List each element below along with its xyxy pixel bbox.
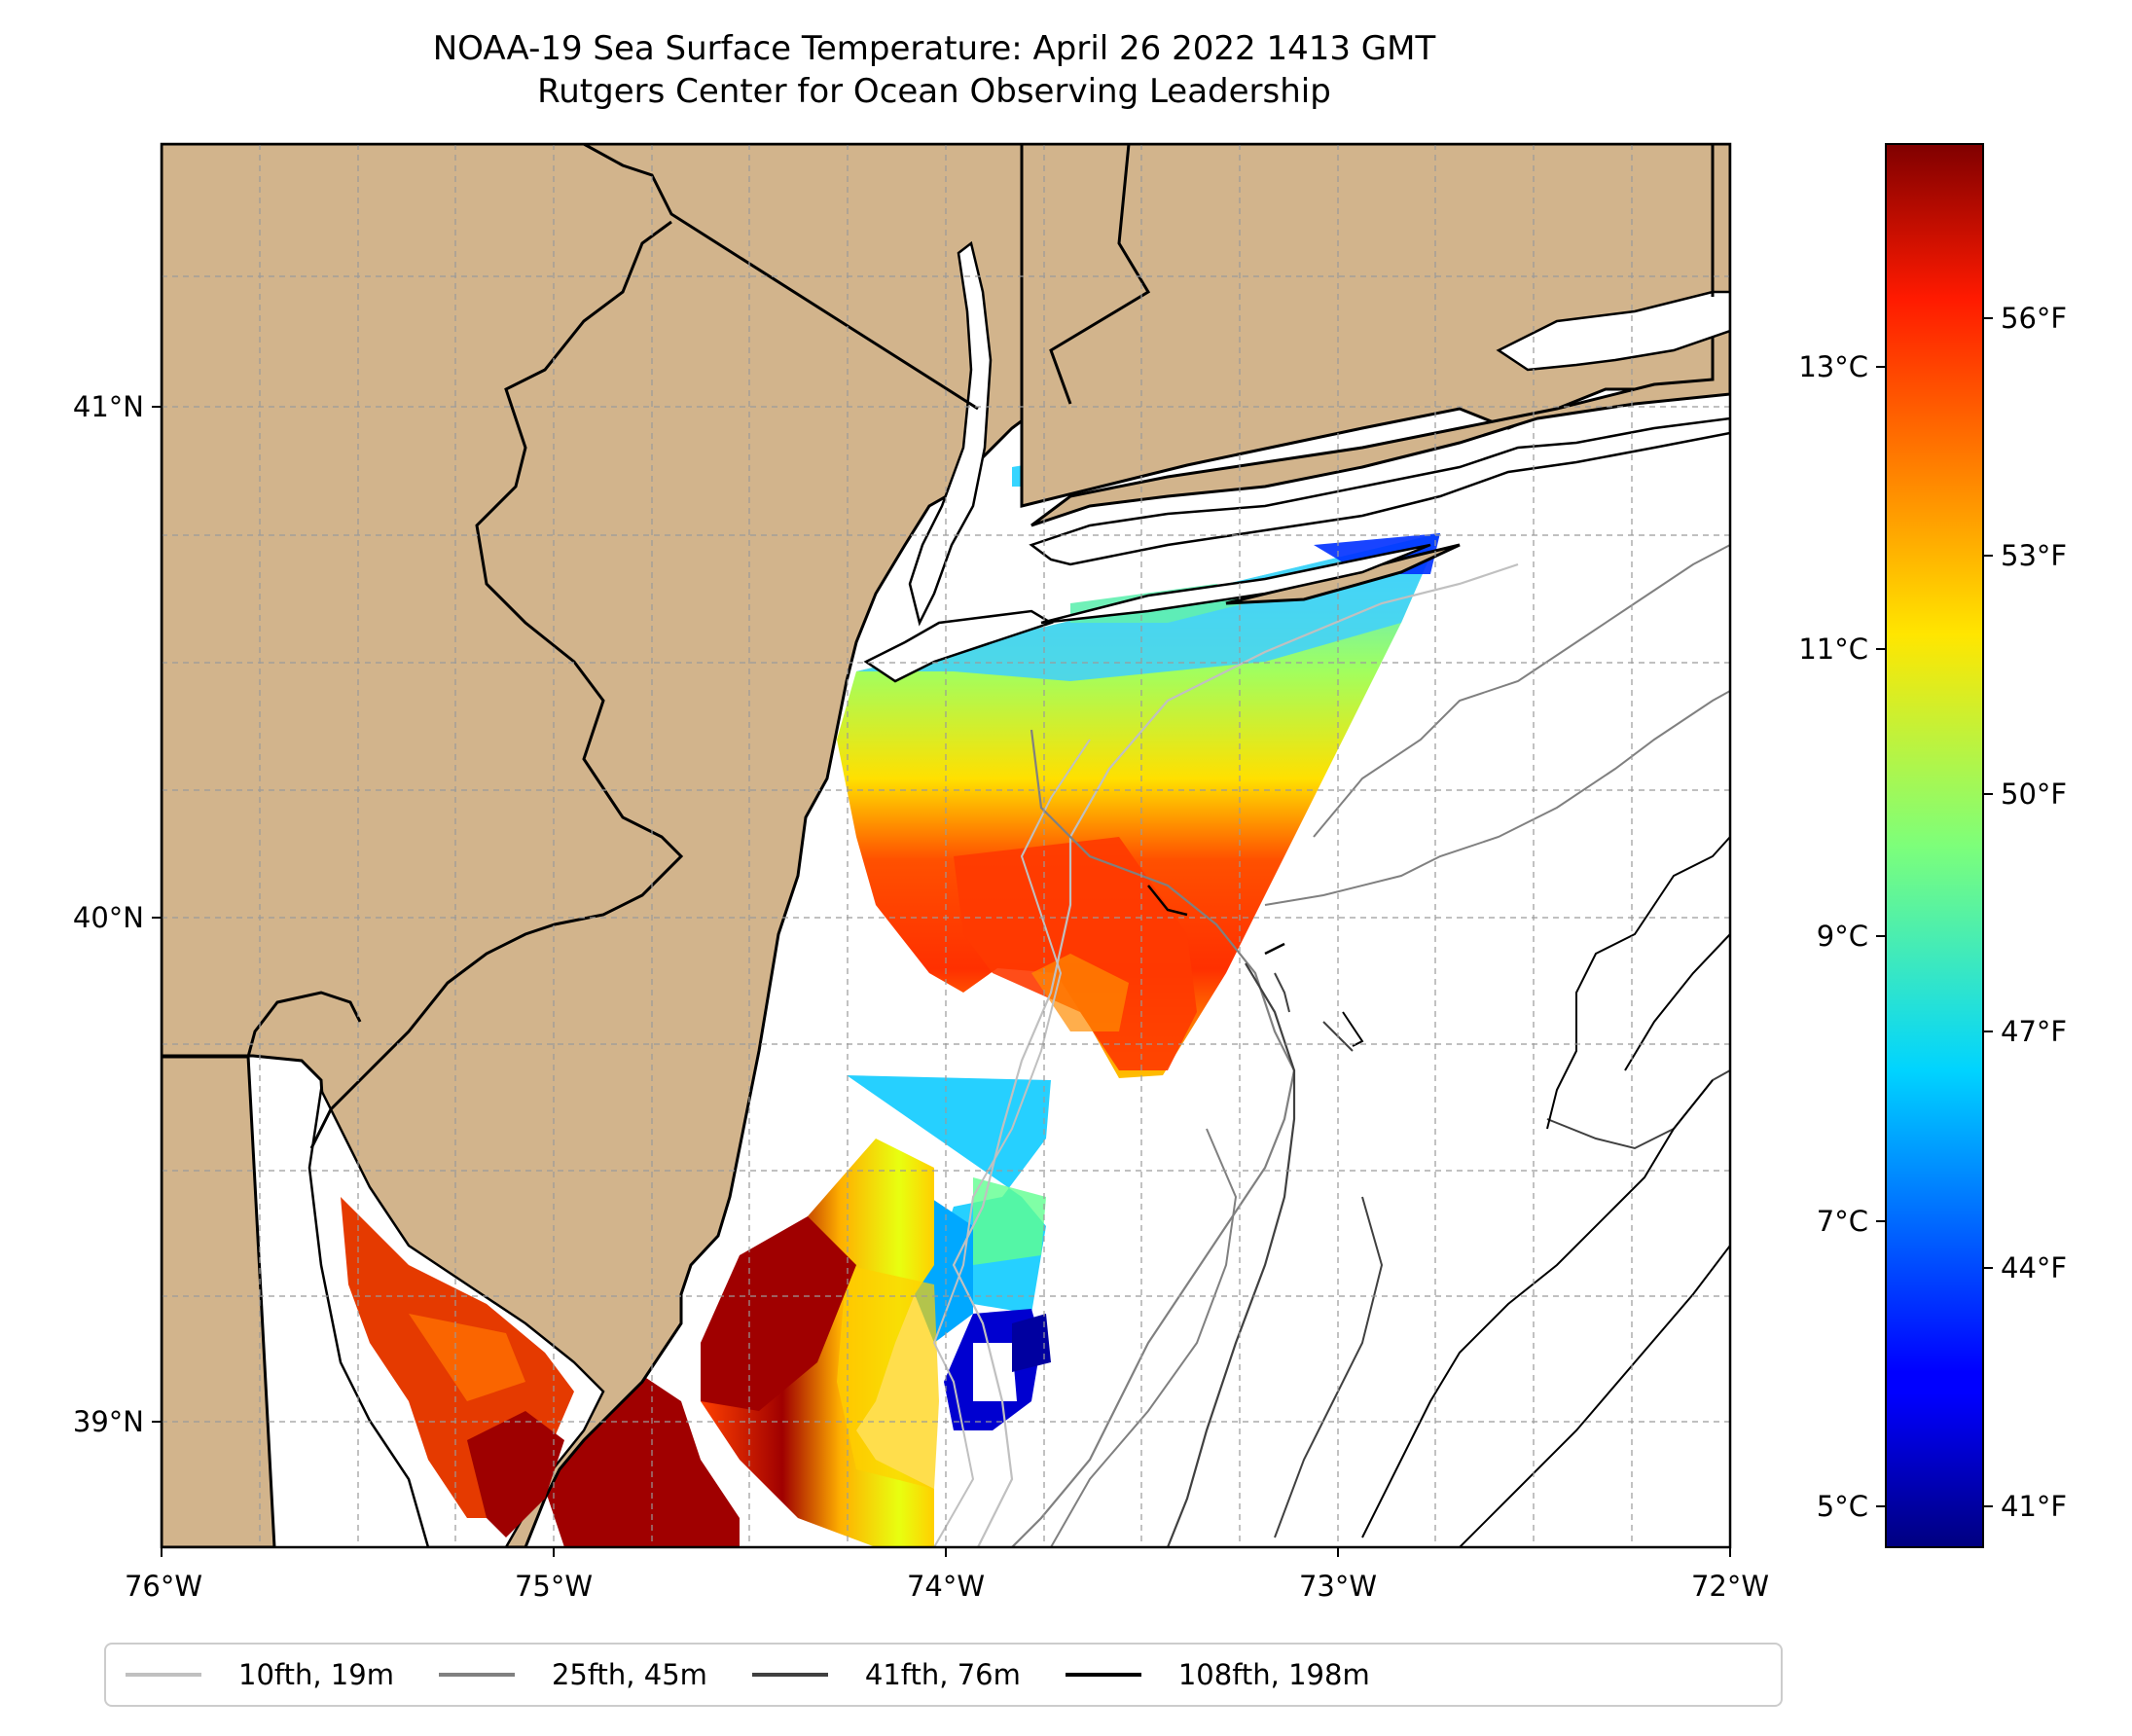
legend-label: 41fth, 76m xyxy=(864,1658,1021,1691)
colorbar: 13°C 11°C 9°C 7°C 5°C 56°F 53°F 50°F 47°… xyxy=(1798,143,2067,1548)
sst-data-layer xyxy=(336,243,1596,1547)
cb-f-44: 44°F xyxy=(2001,1251,2067,1284)
axis-ticks xyxy=(152,406,1731,1557)
legend-item: 10fth, 19m xyxy=(126,1658,394,1691)
legend-item: 108fth, 198m xyxy=(1065,1658,1370,1691)
lat-label-41n: 41°N xyxy=(73,390,144,423)
lon-label-75w: 75°W xyxy=(515,1570,593,1603)
legend-item: 41fth, 76m xyxy=(751,1658,1021,1691)
cb-c-13: 13°C xyxy=(1798,350,1868,383)
title-line-2: Rutgers Center for Ocean Observing Leade… xyxy=(537,72,1331,111)
cb-f-47: 47°F xyxy=(2001,1015,2067,1048)
isobath-legend: 10fth, 19m 25fth, 45m 41fth, 76m 108fth,… xyxy=(104,1643,1783,1707)
lon-label-74w: 74°W xyxy=(907,1570,985,1603)
gridlines xyxy=(162,144,1730,1547)
cb-c-7: 7°C xyxy=(1817,1205,1868,1238)
legend-label: 108fth, 198m xyxy=(1177,1658,1370,1691)
legend-line-25fth xyxy=(438,1673,515,1677)
cb-f-56: 56°F xyxy=(2001,302,2067,335)
lon-label-76w: 76°W xyxy=(125,1570,202,1603)
cb-c-5: 5°C xyxy=(1817,1490,1868,1523)
legend-line-108fth xyxy=(1065,1673,1141,1677)
lon-label-72w: 72°W xyxy=(1691,1570,1769,1603)
colorbar-gradient xyxy=(1885,143,1984,1548)
cb-c-9: 9°C xyxy=(1817,920,1868,953)
legend-line-10fth xyxy=(126,1673,201,1677)
cb-f-41: 41°F xyxy=(2001,1490,2067,1523)
legend-label: 10fth, 19m xyxy=(238,1658,394,1691)
legend-item: 25fth, 45m xyxy=(438,1658,707,1691)
map-title: NOAA-19 Sea Surface Temperature: April 2… xyxy=(0,27,1868,113)
cb-f-53: 53°F xyxy=(2001,539,2067,572)
lat-labels: 41°N 40°N 39°N xyxy=(73,390,144,1438)
legend-line-41fth xyxy=(751,1673,828,1677)
lat-label-40n: 40°N xyxy=(73,901,144,934)
title-line-1: NOAA-19 Sea Surface Temperature: April 2… xyxy=(432,29,1436,68)
lon-labels: 76°W 75°W 74°W 73°W 72°W xyxy=(125,1570,1769,1603)
lat-label-39n: 39°N xyxy=(73,1405,144,1438)
waterways xyxy=(863,240,1730,683)
lon-label-73w: 73°W xyxy=(1299,1570,1377,1603)
state-boundaries xyxy=(162,144,1715,1149)
legend-label: 25fth, 45m xyxy=(551,1658,707,1691)
cb-f-50: 50°F xyxy=(2001,778,2067,811)
cb-c-11: 11°C xyxy=(1798,633,1868,666)
